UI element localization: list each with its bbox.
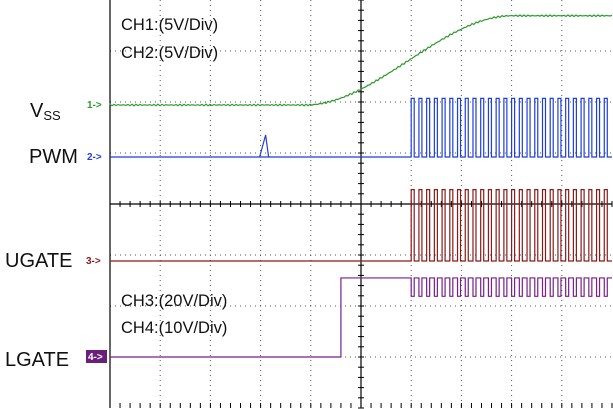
ch1-scale-label: CH1:(5V/Div) xyxy=(121,16,218,34)
ch4-scale-label: CH4:(10V/Div) xyxy=(121,319,227,337)
lgate-label: LGATE xyxy=(5,349,69,371)
pwm-trace xyxy=(110,97,612,158)
waveform-traces xyxy=(109,14,613,358)
ch2-scale-label: CH2:(5V/Div) xyxy=(121,44,218,62)
vss-label: VSS xyxy=(30,100,61,123)
pwm-label: PWM xyxy=(29,146,78,168)
ch4-marker: 4-> xyxy=(88,352,103,363)
ch2-marker: 2-> xyxy=(87,152,102,163)
ch1-marker: 1-> xyxy=(87,100,102,111)
graticule xyxy=(109,0,613,409)
ugate-label: UGATE xyxy=(5,250,72,272)
ugate-trace xyxy=(110,189,612,262)
vss-trace xyxy=(109,14,613,107)
ch4-marker-box xyxy=(86,350,107,363)
pwm-glitch xyxy=(259,134,270,158)
ch3-marker: 3-> xyxy=(86,256,101,267)
lgate-trace xyxy=(110,277,612,358)
ch3-scale-label: CH3:(20V/Div) xyxy=(121,292,227,310)
